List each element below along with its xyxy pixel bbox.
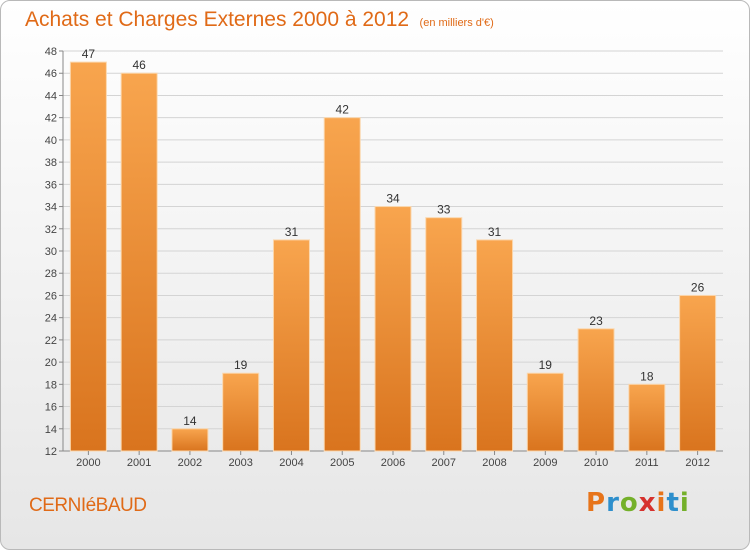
y-tick-label: 44 (45, 90, 57, 102)
x-tick-label: 2002 (178, 457, 202, 469)
title-unit: (en milliers d'€) (419, 17, 494, 29)
logo-letter: o (619, 488, 639, 518)
bar-2010 (577, 328, 615, 452)
y-tick-label: 12 (45, 446, 57, 458)
y-tick-label: 40 (45, 135, 57, 147)
x-tick-label: 2008 (482, 457, 506, 469)
logo-letter: i (656, 488, 667, 518)
y-tick-label: 42 (45, 113, 57, 125)
bar-2002 (171, 428, 209, 452)
x-tick-label: 2006 (381, 457, 405, 469)
x-tick-label: 2001 (127, 457, 151, 469)
y-tick-label: 48 (45, 46, 57, 58)
y-tick-label: 28 (45, 268, 57, 280)
y-tick-label: 32 (45, 224, 57, 236)
y-tick-label: 26 (45, 290, 57, 302)
y-tick-label: 22 (45, 335, 57, 347)
bar-2001 (120, 72, 158, 452)
y-tick-label: 24 (45, 313, 57, 325)
bar-2009 (526, 372, 564, 452)
data-label-2002: 14 (183, 414, 197, 428)
x-tick-label: 2000 (76, 457, 100, 469)
proxiti-logo: Proxiti (586, 488, 690, 518)
x-tick-label: 2003 (228, 457, 252, 469)
logo-letter: x (638, 488, 657, 518)
data-label-2001: 46 (132, 58, 146, 72)
x-tick-label: 2009 (533, 457, 557, 469)
bar-2012 (679, 294, 717, 452)
y-tick-label: 34 (45, 202, 57, 214)
x-tick-labels: 2000 2001 2002 2003 2004 2005 2006 2007 2008 2009… (76, 451, 710, 469)
y-tick-label: 36 (45, 179, 57, 191)
data-label-2005: 42 (336, 103, 350, 117)
y-tick-label: 30 (45, 246, 57, 258)
data-label-2000: 47 (82, 47, 96, 61)
logo-letter: t (666, 488, 680, 518)
x-tick-label: 2005 (330, 457, 354, 469)
commune-name: CERNIéBAUD (29, 495, 147, 516)
data-label-2012: 26 (691, 280, 705, 294)
y-tick-label: 16 (45, 402, 57, 414)
bars (69, 61, 717, 452)
x-tick-label: 2004 (279, 457, 303, 469)
data-label-2006: 34 (386, 192, 400, 206)
bar-2000 (69, 61, 107, 452)
data-label-2010: 23 (589, 314, 603, 328)
logo-letter: r (606, 488, 620, 518)
y-tick-label: 46 (45, 68, 57, 80)
data-labels: 47 46 14 19 31 42 34 33 31 19 23 18 26 (82, 47, 705, 428)
bar-2005 (323, 117, 361, 452)
x-tick-label: 2012 (685, 457, 709, 469)
chart-title: Achats et Charges Externes 2000 à 2012 (… (25, 8, 494, 32)
logo-letter: P (586, 488, 607, 518)
bar-2007 (425, 217, 463, 452)
bar-2004 (272, 239, 310, 452)
data-label-2003: 19 (234, 358, 248, 372)
title-main: Achats et Charges Externes 2000 à 2012 (25, 8, 410, 31)
bar-2011 (628, 383, 666, 452)
data-label-2004: 31 (285, 225, 299, 239)
y-tick-label: 18 (45, 379, 57, 391)
x-tick-label: 2007 (432, 457, 456, 469)
y-tick-label: 38 (45, 157, 57, 169)
data-label-2008: 31 (488, 225, 502, 239)
bar-2008 (476, 239, 514, 452)
logo-letter: i (679, 488, 690, 518)
data-label-2009: 19 (539, 358, 553, 372)
x-tick-label: 2011 (635, 457, 659, 469)
y-tick-label: 20 (45, 357, 57, 369)
data-label-2007: 33 (437, 203, 451, 217)
y-tick-labels: 12 14 16 18 20 22 24 26 28 30 32 34 36 38 40 42 44 46 48 (45, 46, 57, 458)
bar-2003 (222, 372, 260, 452)
y-tick-label: 14 (45, 424, 57, 436)
x-tick-label: 2010 (584, 457, 608, 469)
bar-2006 (374, 206, 412, 452)
data-label-2011: 18 (640, 369, 654, 383)
